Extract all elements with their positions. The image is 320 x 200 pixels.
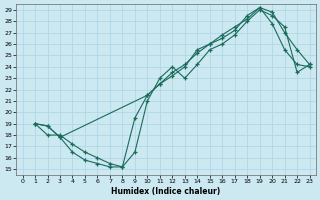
- X-axis label: Humidex (Indice chaleur): Humidex (Indice chaleur): [111, 187, 221, 196]
